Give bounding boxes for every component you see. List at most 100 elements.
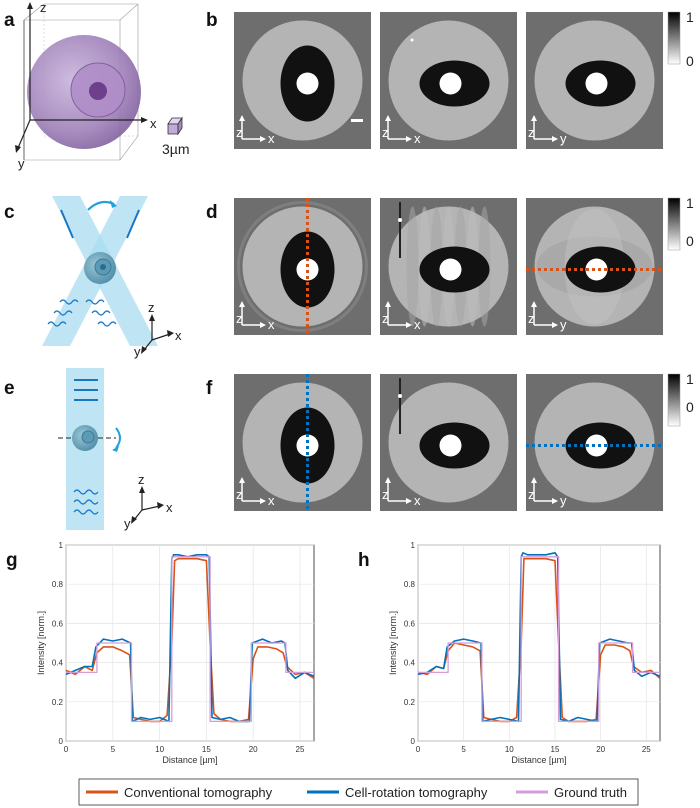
x-tick-label: 0 [416,745,421,754]
x-axis-label: Distance [µm] [162,755,217,765]
slice-axis-label-v: z [236,125,243,140]
x-tick-label: 15 [202,745,211,754]
y-tick-label: 1 [59,541,64,550]
x-tick-label: 10 [505,745,514,754]
y-axis-label: Intensity [norm.] [388,611,398,675]
series-line-ground-truth [418,556,660,723]
cell-rotation-schematic [58,368,164,530]
slice-axis-label-v: z [382,125,389,140]
panel-label-b: b [206,10,218,31]
legend [78,778,639,806]
y-tick-label: 1 [411,541,416,550]
legend-label-conventional: Conventional tomography [124,785,273,800]
panel-label-e: e [4,378,15,399]
slice-axis-label-h: x [414,317,421,332]
slice-axis-label-v: z [382,487,389,502]
x-tick-label: 10 [155,745,164,754]
scale-bar-label: 3µm [162,141,190,157]
legend-label-cell-rotation: Cell-rotation tomography [345,785,488,800]
axis-label-x-a: x [150,116,157,131]
panel-label-h: h [358,550,370,571]
axis-label-z-e: z [138,472,145,487]
slice-images: z x z x z yz x z x z yz x z x z y [234,12,663,511]
scale-bar [351,119,363,122]
slice-axis-label-v: z [236,311,243,326]
series-line-ground-truth [66,556,314,723]
colorbar-max-f: 1 [686,371,694,387]
x-tick-label: 25 [642,745,651,754]
y-tick-label: 0 [59,737,64,746]
axis-label-y-c: y [134,344,141,359]
panel-label-d: d [206,202,218,223]
colorbar-d [667,197,681,251]
y-tick-label: 0.4 [404,659,416,668]
x-tick-label: 0 [64,745,69,754]
y-tick-label: 0.8 [52,580,64,589]
slice-axis-label-h: y [560,317,567,332]
x-tick-label: 5 [461,745,466,754]
x-tick-label: 20 [596,745,605,754]
slice-axis-label-h: y [560,493,567,508]
slice-axis-label-h: x [268,493,275,508]
slice-axis-label-v: z [528,125,535,140]
y-axis-label: Intensity [norm.] [36,611,46,675]
colorbar-b [667,11,681,65]
slice-axis-label-h: x [268,317,275,332]
slice-axis-label-h: x [268,131,275,146]
x-axis-label: Distance [µm] [511,755,566,765]
x-tick-label: 20 [249,745,258,754]
legend-label-ground-truth: Ground truth [554,785,627,800]
y-tick-label: 0.4 [52,659,64,668]
x-tick-label: 5 [111,745,116,754]
colorbar-f [667,373,681,427]
y-tick-label: 0.6 [52,619,64,628]
panel-label-c: c [4,202,15,223]
slice-axis-label-h: x [414,493,421,508]
panel-label-a: a [4,10,15,31]
colorbar-min-b: 0 [686,53,694,69]
colorbar-min-d: 0 [686,233,694,249]
y-tick-label: 0.2 [52,698,64,707]
panel-label-g: g [6,550,18,571]
y-tick-label: 0.2 [404,698,416,707]
slice-axis-label-v: z [528,487,535,502]
series-line-cell-rotation-tomography [417,551,661,723]
colorbar-max-d: 1 [686,195,694,211]
axis-label-y-e: y [124,516,131,531]
axis-label-z-a: z [40,0,47,15]
slice-axis-label-v: z [236,487,243,502]
series-line-conventional-tomography [417,557,661,723]
axis-label-x-c: x [175,328,182,343]
slice-axis-label-h: x [414,131,421,146]
slice-axis-label-v: z [528,311,535,326]
x-tick-label: 25 [296,745,305,754]
panel-label-f: f [206,378,213,399]
x-tick-label: 15 [551,745,560,754]
y-tick-label: 0.6 [404,619,416,628]
axis-label-x-e: x [166,500,173,515]
cell-3d-illustration [15,2,183,161]
slice-axis-label-h: y [560,131,567,146]
colorbar-min-f: 0 [686,399,694,415]
series-line-conventional-tomography [65,557,315,723]
colorbar-max-b: 1 [686,9,694,25]
axis-label-z-c: z [148,300,155,315]
y-tick-label: 0.8 [404,580,416,589]
axis-label-y-a: y [18,156,25,171]
conventional-tomography-schematic [42,196,174,354]
y-tick-label: 0 [411,737,416,746]
scale-cube-icon [167,116,183,136]
